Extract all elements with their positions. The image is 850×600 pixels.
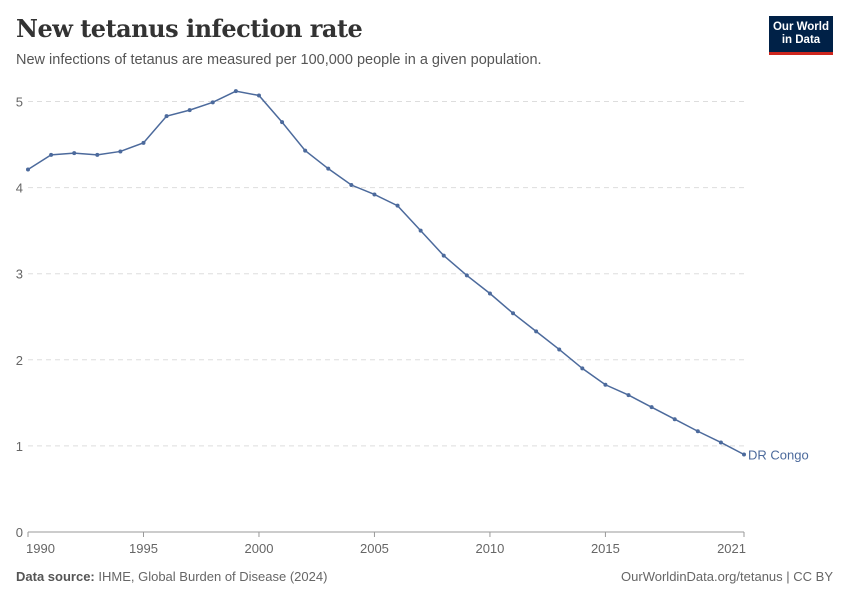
data-point xyxy=(210,100,215,105)
y-tick-label: 2 xyxy=(16,353,23,368)
data-point xyxy=(26,167,30,172)
x-tick-label: 1995 xyxy=(129,541,158,556)
logo-line-2: in Data xyxy=(781,34,821,46)
data-point xyxy=(372,192,377,197)
y-tick-label: 5 xyxy=(16,95,23,110)
data-point xyxy=(118,149,123,154)
x-tick-label: 2005 xyxy=(360,541,389,556)
data-point xyxy=(626,393,631,398)
data-point xyxy=(187,108,192,113)
y-tick-label: 0 xyxy=(16,525,23,540)
x-tick-label: 2015 xyxy=(591,541,620,556)
data-point xyxy=(256,93,261,98)
data-point xyxy=(49,152,54,157)
x-tick-label: 1990 xyxy=(26,541,55,556)
data-point xyxy=(649,405,654,410)
y-tick-label: 4 xyxy=(16,181,23,196)
data-point xyxy=(95,152,100,157)
data-point xyxy=(418,228,423,233)
data-point xyxy=(534,329,539,334)
data-point xyxy=(349,183,354,188)
x-tick-label: 2021 xyxy=(717,541,746,556)
data-point xyxy=(557,347,562,352)
source-label: Data source: xyxy=(16,569,95,584)
data-point xyxy=(511,311,516,316)
data-point xyxy=(580,366,585,371)
series-label: DR Congo xyxy=(748,448,809,463)
source-text: IHME, Global Burden of Disease (2024) xyxy=(98,569,328,584)
chart-title: New tetanus infection rate xyxy=(16,14,363,43)
data-point xyxy=(718,440,723,445)
y-tick-label: 1 xyxy=(16,439,23,454)
data-source: Data source: IHME, Global Burden of Dise… xyxy=(16,569,327,584)
footer-link[interactable]: OurWorldinData.org/tetanus | CC BY xyxy=(621,569,833,584)
data-point xyxy=(464,273,469,278)
y-tick-label: 3 xyxy=(16,267,23,282)
data-point xyxy=(164,114,169,119)
data-point xyxy=(603,382,608,387)
data-point xyxy=(695,429,700,434)
x-tick-label: 2000 xyxy=(245,541,274,556)
data-point xyxy=(280,120,285,125)
data-point xyxy=(441,253,446,258)
data-point xyxy=(742,452,746,457)
chart-subtitle: New infections of tetanus are measured p… xyxy=(16,52,542,68)
logo-line-1: Our World xyxy=(772,21,829,33)
data-point xyxy=(141,140,146,145)
series-line xyxy=(27,90,745,456)
data-point xyxy=(395,203,400,208)
data-point xyxy=(233,89,238,94)
data-point xyxy=(487,291,492,296)
data-point xyxy=(72,151,77,156)
data-point xyxy=(326,166,331,171)
x-tick-label: 2010 xyxy=(475,541,504,556)
data-point xyxy=(672,417,677,422)
owid-logo[interactable]: Our World in Data xyxy=(769,16,833,55)
data-point xyxy=(303,148,308,153)
